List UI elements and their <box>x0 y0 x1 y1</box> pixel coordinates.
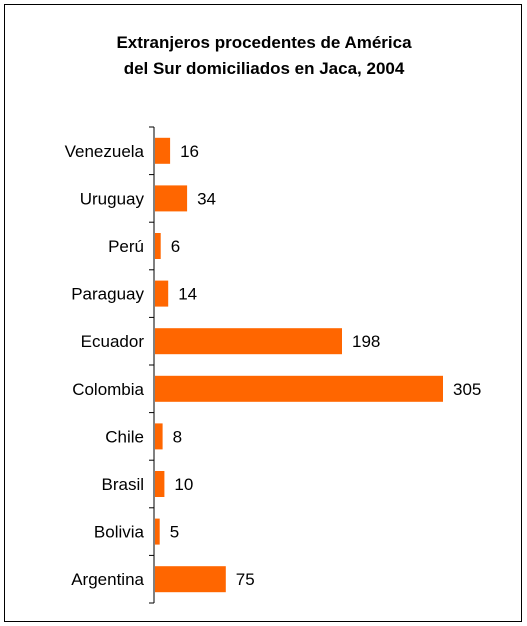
category-label: Paraguay <box>71 285 144 304</box>
bar <box>155 233 161 259</box>
value-label: 34 <box>197 189 216 208</box>
chart-title-line-1: Extranjeros procedentes de América <box>116 33 412 52</box>
bar-chart: Venezuela 16 Uruguay 34 Perú 6 Paraguay 14 Ecuad… <box>65 126 482 604</box>
category-label: Ecuador <box>81 332 145 351</box>
value-label: 10 <box>174 475 193 494</box>
value-label: 5 <box>170 523 179 542</box>
value-label: 75 <box>236 570 255 589</box>
bar <box>155 471 165 497</box>
value-label: 14 <box>178 285 197 304</box>
label-layer: Venezuela 16 Uruguay 34 Perú 6 Paraguay 14 Ecuad… <box>65 142 482 589</box>
bar-layer <box>155 137 443 593</box>
bar <box>155 137 171 164</box>
value-label: 16 <box>180 142 199 161</box>
bar <box>155 185 188 212</box>
bar <box>155 423 163 450</box>
category-label: Venezuela <box>65 142 145 161</box>
category-label: Chile <box>105 427 144 446</box>
bar <box>155 566 226 593</box>
value-label: 198 <box>352 332 380 351</box>
category-label: Uruguay <box>80 189 145 208</box>
bar <box>155 518 160 545</box>
value-label: 305 <box>453 380 481 399</box>
category-label: Bolivia <box>94 523 145 542</box>
category-label: Argentina <box>71 570 144 589</box>
category-label: Perú <box>108 237 144 256</box>
chart-title-line-2: del Sur domiciliados en Jaca, 2004 <box>123 59 405 78</box>
category-label: Brasil <box>101 475 144 494</box>
axis-layer <box>149 126 155 604</box>
chart-title: Extranjeros procedentes de América del S… <box>5 30 523 82</box>
value-label: 8 <box>173 427 182 446</box>
bar <box>155 328 342 355</box>
category-label: Colombia <box>72 380 144 399</box>
chart-frame: Extranjeros procedentes de América del S… <box>4 4 522 622</box>
value-label: 6 <box>171 237 180 256</box>
bar <box>155 375 443 402</box>
bar <box>155 280 169 307</box>
